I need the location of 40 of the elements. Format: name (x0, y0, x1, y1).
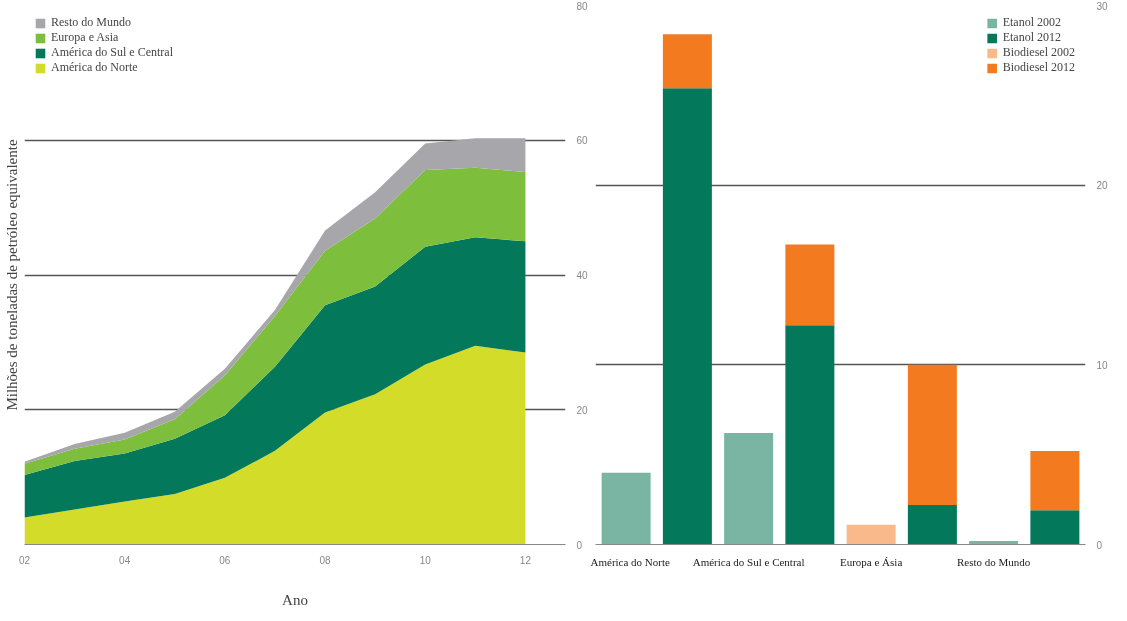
bar (907, 504, 957, 545)
bar (785, 325, 835, 545)
y-tick-label: 80 (576, 0, 589, 12)
x-tick-label: América do Sul e Central (692, 555, 805, 568)
bar (1030, 451, 1080, 511)
y-axis-title: Milhões de toneladas de petróleo equivalente (3, 139, 20, 411)
y-tick-label: 40 (576, 270, 589, 281)
bar (724, 433, 774, 545)
x-tick-label: 06 (219, 554, 231, 566)
x-tick-label: 04 (119, 554, 131, 566)
x-tick-label: Europa e Ásia (839, 555, 903, 568)
y-tick-label: 10 (1096, 359, 1109, 371)
bar (1030, 510, 1080, 545)
x-tick-label: 08 (319, 554, 332, 566)
y-tick-label: 60 (576, 135, 589, 147)
x-tick-label: 10 (419, 554, 432, 566)
bar (662, 34, 712, 89)
x-tick-label: 02 (18, 554, 31, 566)
legend-label: Etanol 2002 (1002, 15, 1061, 30)
legend-label: Etanol 2012 (1002, 30, 1061, 45)
y-tick-label: 0 (1096, 539, 1103, 551)
x-tick-label: 12 (519, 554, 532, 566)
legend-label: América do Sul e Central (51, 45, 173, 60)
y-tick-label: 20 (576, 404, 589, 416)
legend-label: Biodiesel 2012 (1002, 60, 1075, 75)
legend-label: Europa e Asia (51, 30, 119, 45)
legend-label: Biodiesel 2002 (1002, 45, 1075, 60)
bar (662, 88, 712, 545)
x-tick-label: América do Norte (590, 555, 671, 568)
y-tick-label: 30 (1096, 0, 1109, 12)
x-tick-label: Resto do Mundo (956, 555, 1031, 568)
bar (785, 244, 835, 326)
legend-label: Resto do Mundo (51, 15, 132, 30)
bar (907, 364, 957, 505)
bar (846, 524, 896, 545)
x-axis-title: Ano (282, 591, 308, 608)
legend-label: América do Norte (51, 60, 138, 75)
y-tick-label: 0 (576, 539, 583, 551)
y-tick-label: 20 (1096, 180, 1109, 192)
bar (601, 472, 651, 545)
